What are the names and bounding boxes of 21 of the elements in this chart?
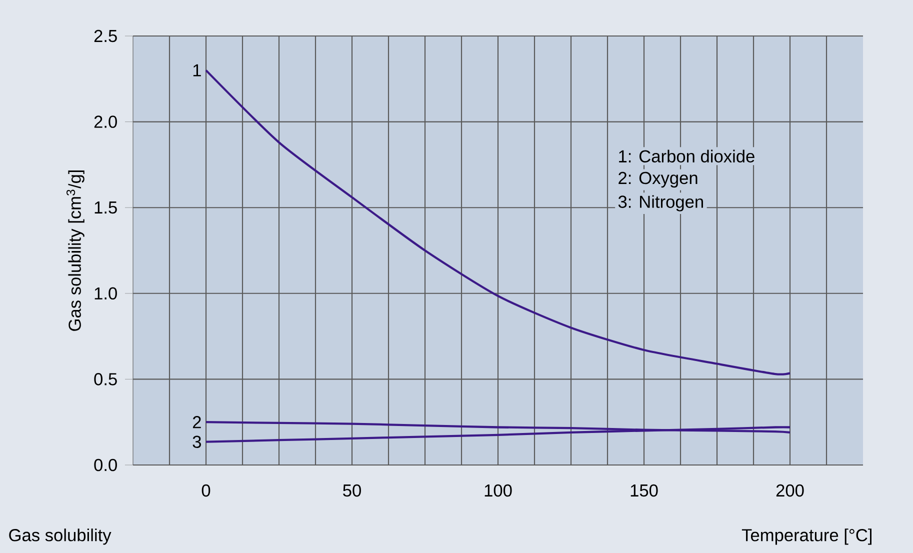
x-tick-label: 150 [630, 484, 658, 497]
text: Gas solubility [9, 528, 112, 545]
y-tick-label: 0.0 [94, 458, 117, 472]
y-tick-label: 1.0 [94, 287, 117, 300]
x-tick-label: 100 [484, 484, 512, 497]
series-label: 3 [192, 436, 201, 448]
y-tick-label: 2.0 [94, 116, 117, 128]
annotation: 1: Carbon dioxide [619, 150, 754, 162]
y-tick-label: 0.5 [94, 373, 117, 386]
x-axis-title: Temperature [°C] [742, 528, 872, 545]
x-tick-label: 0 [202, 484, 210, 497]
annotation: 3: Nitrogen [618, 195, 703, 212]
y-axis-title: Gas solubility [cm$^{3}$/g] [66, 170, 84, 331]
x-tick-label: 200 [776, 484, 804, 497]
series-label: 2 [192, 416, 201, 428]
y-tick-label: 2.5 [94, 30, 117, 42]
x-tick-label: 50 [343, 484, 361, 497]
series-label: 1 [193, 64, 201, 76]
y-tick-label: 1.5 [94, 202, 117, 214]
annotation: 2: Oxygen [618, 172, 698, 188]
line-series [204, 69, 792, 376]
